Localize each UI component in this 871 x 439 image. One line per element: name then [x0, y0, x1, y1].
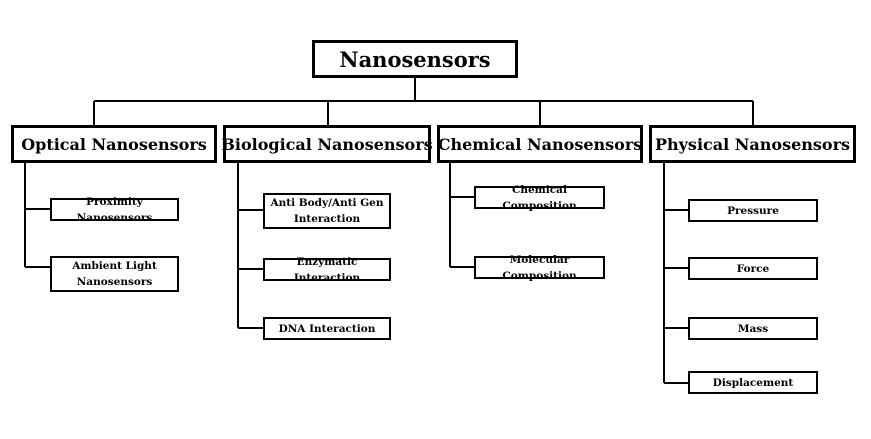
root-label: Nanosensors	[339, 46, 491, 72]
category-physical-label: Physical Nanosensors	[654, 134, 851, 154]
leaf-label: Chemical Composition	[502, 183, 577, 212]
leaf-label: DNA Interaction	[278, 322, 376, 335]
leaf-label: Molecular Composition	[502, 253, 577, 282]
leaf-chemical-composition: Chemical Composition	[474, 184, 605, 212]
category-biological-label: Biological Nanosensors	[221, 134, 433, 154]
leaf-label: Pressure	[727, 204, 779, 217]
leaf-mass: Mass	[688, 317, 818, 340]
leaf-label: Anti Body/Anti Gen Interaction	[270, 197, 384, 225]
leaf-antibody-antigen-interaction: Anti Body/Anti Gen Interaction	[263, 193, 391, 229]
leaf-label: Displacement	[712, 376, 794, 389]
leaf-dna-interaction: DNA Interaction	[263, 317, 391, 340]
leaf-force: Force	[688, 257, 818, 280]
leaf-proximity-nanosensors: Proximity Nanosensors	[50, 196, 179, 224]
category-optical-label: Optical Nanosensors	[21, 134, 207, 154]
category-physical: Physical Nanosensors	[649, 125, 856, 163]
root-node: Nanosensors	[312, 40, 518, 78]
category-optical: Optical Nanosensors	[11, 125, 217, 163]
leaf-label: Force	[736, 262, 770, 275]
leaf-label: Ambient Light Nanosensors	[72, 260, 157, 288]
leaf-label: Proximity Nanosensors	[76, 195, 153, 224]
leaf-molecular-composition: Molecular Composition	[474, 254, 605, 282]
category-chemical: Chemical Nanosensors	[437, 125, 643, 163]
leaf-pressure: Pressure	[688, 199, 818, 222]
category-chemical-label: Chemical Nanosensors	[437, 134, 643, 154]
leaf-enzymatic-interaction: Enzymatic Interaction	[263, 256, 391, 284]
leaf-ambient-light-nanosensors: Ambient Light Nanosensors	[50, 256, 179, 292]
category-biological: Biological Nanosensors	[221, 125, 433, 163]
leaf-label: Mass	[737, 322, 769, 335]
leaf-label: Enzymatic Interaction	[293, 255, 361, 284]
leaf-displacement: Displacement	[688, 371, 818, 394]
